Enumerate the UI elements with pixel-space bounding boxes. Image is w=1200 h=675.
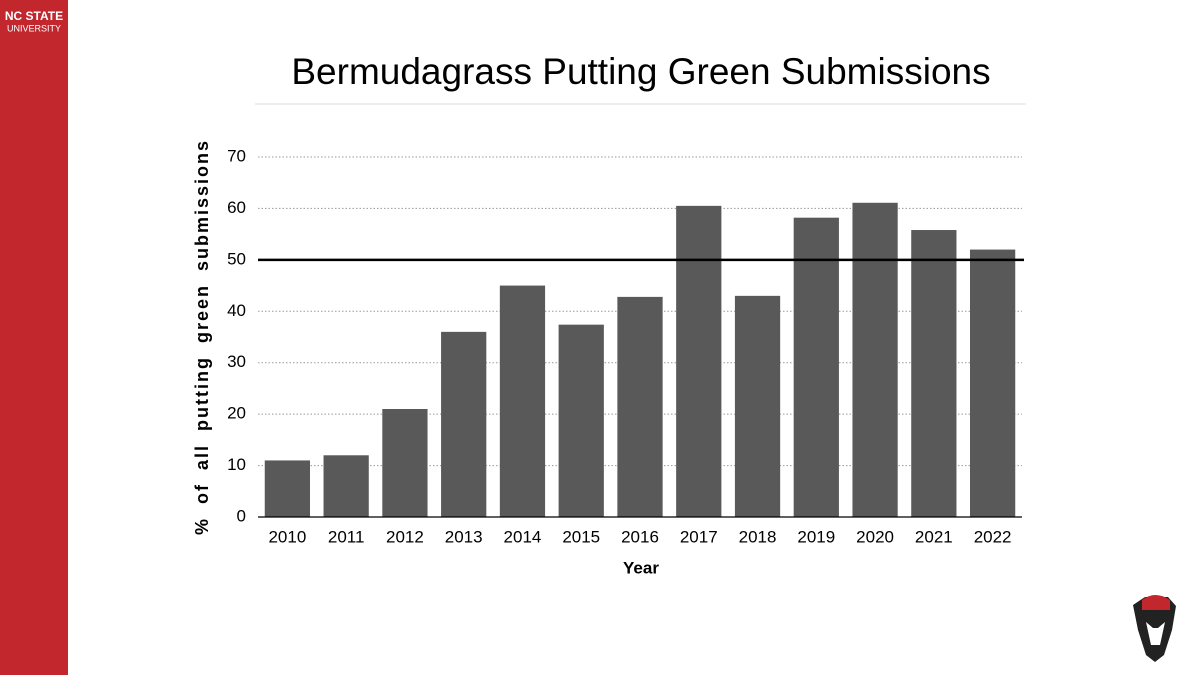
bar: [264, 460, 311, 517]
bar: [793, 217, 839, 517]
brand-name: NC STATE: [5, 9, 63, 23]
x-tick-label: 2020: [856, 527, 894, 546]
bar: [441, 331, 487, 517]
bar: [323, 455, 369, 517]
x-tick-label: 2022: [974, 527, 1012, 546]
y-tick-label: 10: [227, 455, 246, 474]
x-tick-label: 2015: [562, 527, 600, 546]
bar: [911, 230, 957, 517]
chart-title: Bermudagrass Putting Green Submissions: [291, 51, 990, 92]
y-tick-label: 30: [227, 352, 246, 371]
y-tick-label: 20: [227, 404, 246, 423]
y-axis-label: % of all putting green submissions: [192, 139, 212, 535]
x-tick-label: 2010: [268, 527, 306, 546]
bar: [499, 285, 546, 517]
brand-bar: [0, 0, 68, 675]
x-tick-label: 2018: [739, 527, 777, 546]
bar: [382, 409, 428, 517]
y-tick-label: 60: [227, 198, 246, 217]
bar: [734, 295, 781, 517]
bar: [617, 296, 663, 517]
bar: [558, 324, 604, 517]
y-tick-label: 40: [227, 301, 246, 320]
bar: [969, 249, 1016, 518]
x-tick-label: 2017: [680, 527, 718, 546]
x-axis-label: Year: [623, 558, 659, 577]
x-tick-label: 2021: [915, 527, 953, 546]
x-tick-label: 2019: [797, 527, 835, 546]
y-tick-label: 70: [227, 146, 246, 165]
x-tick-label: 2012: [386, 527, 424, 546]
bar: [852, 202, 898, 517]
mascot-logo: [1133, 595, 1176, 662]
y-tick-label: 50: [227, 249, 246, 268]
bar: [676, 205, 722, 517]
x-tick-label: 2016: [621, 527, 659, 546]
y-tick-label: 0: [237, 506, 246, 525]
brand-sub: UNIVERSITY: [7, 23, 61, 33]
x-tick-label: 2014: [504, 527, 542, 546]
x-tick-label: 2013: [445, 527, 483, 546]
x-tick-label: 2011: [328, 527, 365, 546]
